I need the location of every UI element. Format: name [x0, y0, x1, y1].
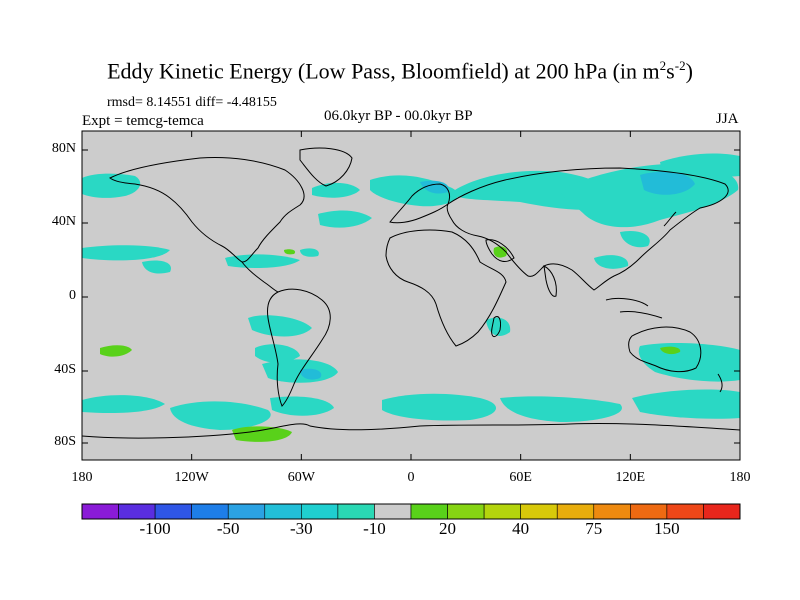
- lat-label: 40S: [54, 362, 76, 377]
- colorbar-label: -50: [216, 519, 240, 538]
- colorbar-cell: [630, 503, 668, 520]
- colorbar-cell: [227, 503, 266, 520]
- colorbar-cell: [520, 503, 558, 520]
- colorbar-label: 150: [654, 519, 680, 538]
- colorbar-label: -30: [289, 519, 313, 538]
- experiment-label: Expt = temcg-temca: [82, 113, 204, 129]
- lon-label: 60W: [287, 470, 315, 485]
- anomaly-fields: [82, 153, 740, 442]
- colorbar-cell: [191, 503, 229, 520]
- colorbar-label: 75: [585, 519, 603, 538]
- lon-label: 180: [71, 470, 93, 485]
- lon-label: 120W: [174, 470, 209, 485]
- colorbar-cells: [81, 503, 741, 520]
- colorbar-frame: [81, 503, 741, 520]
- deep-negative-anomaly-regions: [300, 171, 695, 380]
- colorbar-label: 20: [439, 519, 457, 538]
- positive-anomaly-regions: [100, 246, 681, 442]
- colorbar-cell: [410, 503, 448, 520]
- period-label: 06.0kyr BP - 00.0kyr BP: [324, 108, 473, 124]
- colorbar-cell: [666, 503, 704, 520]
- colorbar-label: 40: [512, 519, 530, 538]
- lat-label: 80S: [54, 434, 76, 449]
- colorbar-cell: [81, 503, 119, 520]
- colorbar-cell: [447, 503, 485, 520]
- colorbar-cell: [593, 503, 631, 520]
- colorbar-label: -10: [363, 519, 386, 538]
- season-label: JJA: [716, 111, 739, 127]
- latitude-tick-marks: [82, 149, 740, 444]
- colorbar-cell: [264, 503, 302, 520]
- colorbar-cell: [118, 503, 156, 520]
- lat-label: 40N: [51, 214, 76, 229]
- colorbar-cell: [556, 503, 595, 520]
- lat-label: 80N: [51, 141, 76, 156]
- lon-label: 120E: [615, 470, 646, 485]
- colorbar-cell: [337, 503, 375, 520]
- map-title: Eddy Kinetic Energy (Low Pass, Bloomfiel…: [107, 58, 693, 84]
- rmsd-diff-stats: rmsd= 8.14551 diff= -4.48155: [107, 95, 277, 110]
- colorbar-cell: [483, 503, 521, 520]
- lon-label: 0: [407, 470, 415, 485]
- coastlines: [82, 147, 740, 439]
- negative-anomaly-regions: [82, 153, 740, 430]
- longitude-tick-marks: [81, 131, 741, 460]
- colorbar-cell: [301, 503, 339, 520]
- colorbar-cell: [154, 503, 192, 520]
- lat-label: 0: [69, 288, 76, 303]
- lon-label: 180: [729, 470, 751, 485]
- colorbar-cell: [374, 503, 412, 520]
- colorbar-cell: [703, 503, 741, 520]
- colorbar-label: -100: [139, 519, 171, 538]
- lon-label: 60E: [509, 470, 532, 485]
